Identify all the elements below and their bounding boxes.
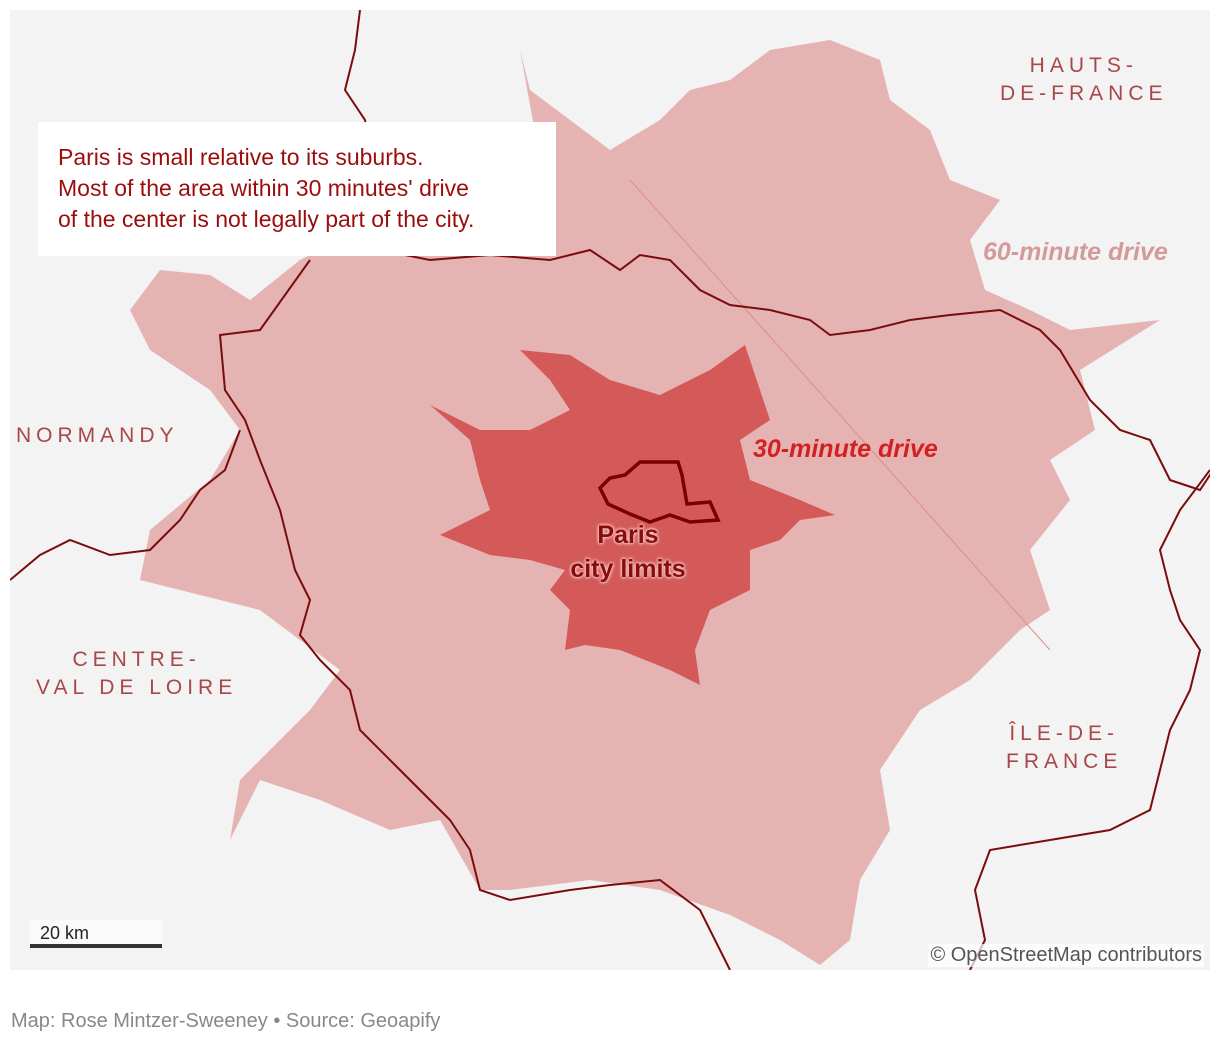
label-paris-city-limits: Paris city limits <box>558 518 698 586</box>
thin-road-line <box>629 179 1051 651</box>
map: Paris is small relative to its suburbs. … <box>10 10 1210 970</box>
region-label-normandy: NORMANDY <box>16 424 179 447</box>
region-label-line: FRANCE <box>1006 750 1123 773</box>
label-line: Paris <box>597 521 659 549</box>
region-border-east <box>969 469 1210 970</box>
region-label-line: HAUTS- <box>1029 54 1138 77</box>
footer-credit: Map: Rose Mintzer-Sweeney • Source: Geoa… <box>11 1010 441 1032</box>
scale-bar: 20 km <box>30 920 162 948</box>
annotation-line: Most of the area within 30 minutes' driv… <box>58 175 469 201</box>
region-label-line: VAL DE LOIRE <box>36 676 238 699</box>
label-30-minute-drive: 30-minute drive <box>753 435 938 463</box>
annotation-line: Paris is small relative to its suburbs. <box>58 144 424 170</box>
annotation-box: Paris is small relative to its suburbs. … <box>38 122 556 256</box>
region-label-line: CENTRE- <box>72 648 201 671</box>
region-label-line: ÎLE-DE- <box>1009 722 1120 745</box>
region-border-southwest <box>10 429 241 581</box>
annotation-line: of the center is not legally part of the… <box>58 206 475 232</box>
region-label-ile-de-france: ÎLE-DE- FRANCE <box>1006 720 1122 776</box>
label-line: city limits <box>570 555 686 583</box>
paris-city-limits <box>597 460 721 524</box>
region-label-centre-val-de-loire: CENTRE- VAL DE LOIRE <box>36 646 237 702</box>
attribution[interactable]: © OpenStreetMap contributors <box>928 944 1204 967</box>
region-label-line: DE-FRANCE <box>1000 82 1168 105</box>
region-border-west <box>218 259 731 970</box>
map-svg <box>10 10 1210 970</box>
region-label-hauts-de-france: HAUTS- DE-FRANCE <box>1000 52 1168 108</box>
label-60-minute-drive: 60-minute drive <box>983 238 1168 266</box>
